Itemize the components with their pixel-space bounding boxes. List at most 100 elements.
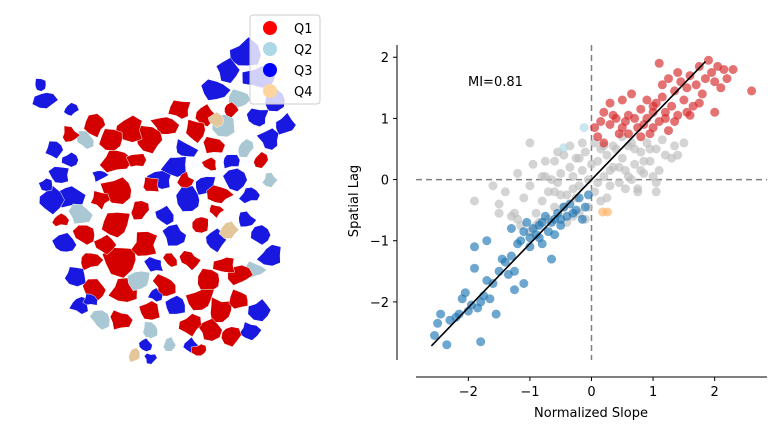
scatter-point-other bbox=[556, 168, 566, 178]
scatter-point-other bbox=[602, 193, 612, 203]
scatter-point-other bbox=[645, 144, 655, 154]
map-region bbox=[250, 224, 271, 246]
y-tick-label: −1 bbox=[370, 235, 389, 250]
map-region bbox=[138, 337, 153, 352]
scatter-point-q1 bbox=[673, 68, 683, 77]
scatter-point-q3 bbox=[454, 309, 464, 319]
y-tick-label: 0 bbox=[381, 174, 389, 189]
map-region bbox=[142, 176, 160, 192]
scatter-point-other bbox=[599, 172, 609, 181]
map-region bbox=[64, 266, 87, 287]
scatter-point-other bbox=[525, 181, 535, 191]
scatter-point-other bbox=[636, 165, 646, 175]
scatter-point-other bbox=[568, 184, 578, 194]
map-region bbox=[253, 151, 269, 169]
scatter-point-q1 bbox=[636, 104, 646, 114]
map-region bbox=[130, 200, 150, 220]
scatter-point-q1 bbox=[657, 80, 667, 90]
scatter-point-q3 bbox=[476, 337, 486, 347]
scatter-point-q1 bbox=[704, 55, 713, 65]
scatter-point-q3 bbox=[430, 331, 439, 340]
scatter-point-other bbox=[651, 187, 661, 197]
scatter-point-q4 bbox=[603, 207, 612, 217]
x-axis-label: Normalized Slope bbox=[534, 406, 648, 421]
scatter-point-other bbox=[470, 196, 479, 206]
map-region bbox=[82, 293, 98, 306]
map-region bbox=[275, 112, 297, 136]
map-region bbox=[72, 224, 95, 246]
scatter-point-other bbox=[627, 138, 636, 148]
scatter-point-q1 bbox=[614, 129, 624, 139]
legend-marker-q4 bbox=[263, 84, 277, 98]
map-region bbox=[68, 203, 94, 225]
map-region bbox=[143, 256, 164, 273]
scatter-point-q3 bbox=[510, 266, 519, 276]
map-region bbox=[142, 321, 158, 339]
scatter-point-q3 bbox=[460, 288, 470, 298]
map-region bbox=[261, 172, 279, 188]
scatter-point-other bbox=[525, 138, 535, 148]
scatter-point-other bbox=[623, 172, 633, 181]
scatter-point-other bbox=[562, 190, 572, 200]
map-region bbox=[228, 288, 249, 310]
scatter-point-q3 bbox=[580, 202, 590, 212]
map-region bbox=[128, 347, 141, 363]
map-region bbox=[125, 153, 147, 168]
scatter-point-other bbox=[679, 138, 689, 148]
scatter-point-q1 bbox=[648, 123, 658, 133]
map-region bbox=[256, 127, 280, 151]
scatter-point-other bbox=[651, 178, 661, 188]
scatter-point-q3 bbox=[519, 279, 529, 288]
scatter-point-q3 bbox=[522, 217, 532, 227]
map-region bbox=[127, 270, 151, 291]
choropleth-map bbox=[31, 36, 297, 365]
map-region bbox=[147, 287, 164, 303]
map-region bbox=[185, 288, 215, 311]
scatter-point-q1 bbox=[697, 89, 707, 99]
map-region bbox=[76, 130, 94, 150]
scatter-point-q1 bbox=[648, 101, 658, 111]
scatter-point-q2 bbox=[559, 143, 569, 153]
scatter-point-q1 bbox=[707, 68, 717, 77]
scatter-point-other bbox=[670, 141, 680, 151]
scatter-point-other bbox=[645, 156, 655, 166]
map-region bbox=[44, 140, 64, 160]
map-region bbox=[206, 184, 235, 204]
map-region bbox=[246, 108, 270, 127]
map-region bbox=[200, 78, 232, 101]
x-tick-label: 0 bbox=[587, 385, 595, 400]
x-tick-label: −1 bbox=[520, 385, 539, 400]
scatter-point-q3 bbox=[525, 242, 535, 252]
scatter-point-q3 bbox=[537, 217, 547, 227]
legend-label-q4: Q4 bbox=[294, 85, 313, 100]
map-region bbox=[138, 300, 161, 321]
scatter-point-q1 bbox=[657, 92, 667, 102]
scatter-point-q3 bbox=[485, 294, 495, 304]
scatter-point-other bbox=[510, 208, 519, 218]
scatter-point-other bbox=[605, 165, 615, 175]
legend-marker-q3 bbox=[263, 63, 277, 77]
map-region bbox=[143, 353, 158, 365]
scatter-point-q3 bbox=[436, 309, 446, 319]
scatter-point-q1 bbox=[700, 74, 710, 84]
map-region bbox=[215, 57, 241, 84]
scatter-point-q1 bbox=[679, 95, 689, 105]
scatter-point-q1 bbox=[627, 89, 636, 99]
scatter-points bbox=[430, 55, 757, 350]
map-region bbox=[130, 231, 158, 257]
map-region bbox=[237, 138, 255, 158]
scatter-point-other bbox=[651, 144, 661, 154]
scatter-point-other bbox=[580, 147, 590, 157]
scatter-point-other bbox=[614, 178, 624, 188]
scatter-point-q3 bbox=[433, 318, 443, 328]
scatter-point-q1 bbox=[670, 86, 680, 96]
scatter-point-other bbox=[574, 153, 584, 163]
x-tick-label: 2 bbox=[711, 385, 719, 400]
map-region bbox=[178, 313, 202, 338]
map-region bbox=[109, 309, 134, 331]
scatter-point-q1 bbox=[685, 71, 695, 81]
scatter-point-q3 bbox=[488, 279, 498, 288]
map-region bbox=[228, 88, 251, 109]
scatter-point-other bbox=[528, 159, 538, 169]
scatter-point-other bbox=[540, 172, 550, 181]
